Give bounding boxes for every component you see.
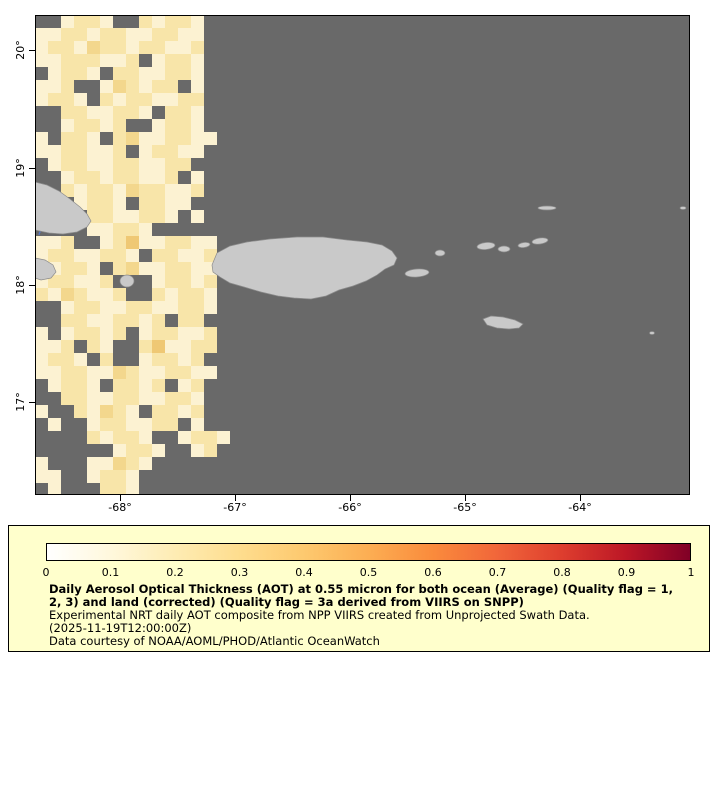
lon-tick-label: -66°	[338, 501, 362, 514]
tortola	[517, 242, 531, 248]
mona-island	[119, 274, 135, 288]
hispaniola-east-coast	[35, 181, 92, 235]
virgin-gorda	[531, 237, 549, 245]
vieques	[404, 268, 430, 278]
lon-tick-label: -65°	[453, 501, 477, 514]
lat-tick-label: 18°	[13, 275, 27, 295]
puerto-rico	[211, 236, 398, 300]
product-description: Experimental NRT daily AOT composite fro…	[49, 607, 590, 622]
lon-tick	[120, 495, 121, 501]
colorbar-tick-label: 0.8	[553, 566, 571, 579]
product-title-line1: Daily Aerosol Optical Thickness (AOT) at…	[49, 582, 673, 596]
lon-tick-label: -67°	[223, 501, 247, 514]
st-thomas	[476, 242, 496, 250]
islet-northeast	[679, 206, 687, 210]
colorbar-tick-label: 0.4	[295, 566, 313, 579]
culebra	[434, 249, 446, 257]
map-plot	[35, 15, 690, 495]
anegada	[537, 205, 557, 211]
lat-tick-label: 17°	[13, 392, 27, 412]
aot-data-cells	[35, 15, 230, 495]
colorbar-tick-labels: 0 0.1 0.2 0.3 0.4 0.5 0.6 0.7 0.8 0.9 1	[42, 566, 695, 580]
caption-block: Daily Aerosol Optical Thickness (AOT) at…	[49, 583, 673, 648]
colorbar-tick-label: 0.1	[101, 566, 120, 579]
st-croix	[482, 315, 524, 330]
colorbar-tick-label: 0.2	[166, 566, 184, 579]
lon-tick-label: -68°	[108, 501, 132, 514]
colorbar-tick-label: 0.6	[424, 566, 442, 579]
colorbar-tick-label: 0.7	[488, 566, 507, 579]
lon-tick	[465, 495, 466, 501]
colorbar-tick-label: 0.5	[359, 566, 378, 579]
product-title-line2: 2, 3) and land (corrected) (Quality flag…	[49, 594, 524, 609]
islet-east	[649, 331, 655, 335]
colorbar-tick-label: 0.3	[230, 566, 249, 579]
lon-tick	[350, 495, 351, 501]
map-svg	[35, 15, 690, 495]
product-timestamp: (2025-11-19T12:00:00Z)	[49, 620, 192, 635]
colorbar-tick-label: 0	[42, 566, 50, 579]
lon-tick-label: -64°	[568, 501, 592, 514]
lon-tick	[235, 495, 236, 501]
map-frame	[35, 15, 690, 495]
colorbar-tick-label: 0.9	[617, 566, 636, 579]
lon-tick	[580, 495, 581, 501]
st-john	[497, 245, 511, 253]
colorbar-gradient	[46, 543, 691, 561]
colorbar-tick-label: 1	[687, 566, 695, 579]
data-courtesy: Data courtesy of NOAA/AOML/PHOD/Atlantic…	[49, 633, 380, 648]
legend-panel: 0 0.1 0.2 0.3 0.4 0.5 0.6 0.7 0.8 0.9 1 Daily Aero…	[8, 525, 710, 652]
lat-tick-label: 19°	[13, 158, 27, 178]
lat-tick-label: 20°	[13, 40, 27, 60]
landmasses	[35, 181, 687, 335]
